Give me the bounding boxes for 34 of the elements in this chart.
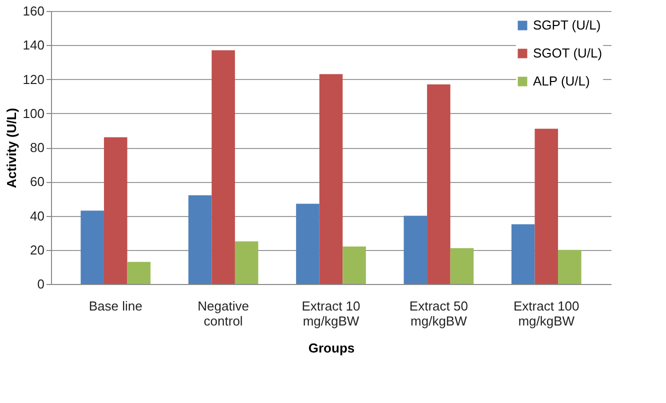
bar	[296, 204, 320, 284]
y-tick-label: 40	[30, 208, 44, 224]
bar	[427, 84, 450, 284]
bar	[319, 74, 343, 284]
y-tick-label: 140	[22, 38, 44, 53]
legend-label: ALP (U/L)	[533, 74, 590, 88]
bar	[80, 210, 104, 284]
bar	[127, 262, 151, 284]
bar	[534, 128, 558, 284]
y-tick-label: 60	[30, 174, 44, 190]
y-tick-label: 0	[37, 276, 44, 292]
bar	[511, 224, 535, 284]
x-axis-title: Groups	[308, 340, 355, 356]
bar	[450, 248, 474, 284]
bar	[342, 246, 366, 284]
x-tick-label: Extract 10 mg/kgBW	[302, 298, 360, 328]
x-tick-label: Negative control	[198, 298, 249, 328]
bar	[104, 137, 128, 284]
bar	[558, 250, 582, 284]
legend-label: SGOT (U/L)	[533, 46, 602, 60]
y-tick-label: 120	[22, 72, 44, 87]
y-tick-label: 20	[30, 242, 44, 258]
legend-label: SGPT (U/L)	[533, 18, 601, 32]
y-tick-label: 100	[22, 106, 44, 121]
bar	[234, 241, 258, 284]
bar	[404, 216, 428, 284]
x-tick-label: Extract 100 mg/kgBW	[514, 298, 580, 328]
y-tick-label: 160	[22, 4, 44, 18]
x-tick-label: Extract 50 mg/kgBW	[409, 298, 468, 328]
y-axis-title: Activity (U/L)	[4, 108, 19, 188]
y-tick-label: 80	[30, 140, 44, 155]
bar	[212, 50, 235, 284]
bar	[188, 195, 212, 284]
x-tick-label: Base line	[88, 298, 142, 314]
